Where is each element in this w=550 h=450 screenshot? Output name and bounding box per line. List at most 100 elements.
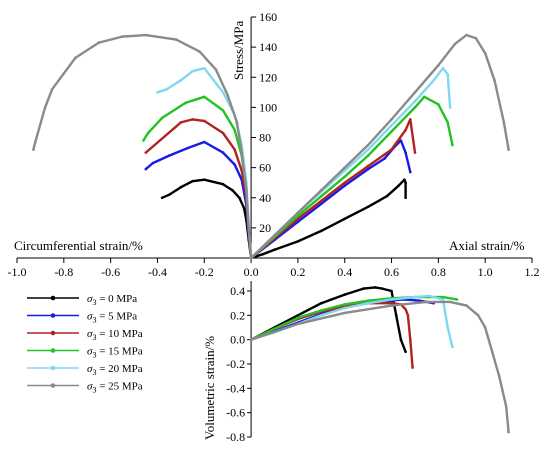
series-30mpa-axial-point xyxy=(397,184,400,187)
series-320mpa-vol-point xyxy=(390,298,393,301)
legend-label: σ3 = 10 MPa xyxy=(87,328,143,342)
volumetric-tick-label: 0.2 xyxy=(230,308,245,322)
x-tick-label: -0.6 xyxy=(101,265,120,279)
legend-item: σ3 = 20 MPa xyxy=(27,363,143,377)
stress-tick-label: 100 xyxy=(259,100,277,114)
series-315mpa-axial-point xyxy=(296,214,300,218)
series-325mpa-axial-point xyxy=(413,91,417,94)
series-30mpa-vol-point xyxy=(404,350,407,354)
volumetric-tick-label: 0.4 xyxy=(230,284,245,298)
series-310mpa-circ-point xyxy=(144,151,148,154)
series-325mpa-circ-point xyxy=(34,139,37,142)
legend-item: σ3 = 15 MPa xyxy=(27,346,143,360)
series-30mpa-circ-point xyxy=(203,178,206,181)
series-315mpa-circ-point xyxy=(203,95,206,99)
series-320mpa-vol-point xyxy=(427,294,431,298)
series-30mpa-axial-point xyxy=(273,248,276,251)
series-315mpa-circ-point xyxy=(142,139,145,142)
series-35mpa-axial-point xyxy=(343,184,347,187)
stress-tick-label: 40 xyxy=(259,191,271,205)
series-35mpa-axial-point xyxy=(366,167,370,171)
series-30mpa-axial-point xyxy=(320,229,323,233)
series-315mpa-vol-point xyxy=(320,309,323,312)
series-325mpa-circ-line xyxy=(32,33,253,259)
series-35mpa-circ-point xyxy=(151,161,155,165)
series-310mpa-circ-point xyxy=(233,148,236,151)
series-30mpa-circ-point xyxy=(179,185,183,189)
series-320mpa-circ-point xyxy=(165,88,169,91)
series-320mpa-vol-point xyxy=(441,298,445,301)
series-320mpa-vol-point xyxy=(451,345,454,349)
series-310mpa-vol-point xyxy=(409,338,412,342)
series-325mpa-axial-point xyxy=(453,42,457,46)
series-325mpa-axial-point xyxy=(483,51,487,55)
series-315mpa-circ-point xyxy=(221,109,225,112)
series-320mpa-axial-point xyxy=(448,106,452,109)
series-315mpa-vol-point xyxy=(343,303,347,306)
series-310mpa-circ-point xyxy=(240,169,243,172)
series-35mpa-axial-point xyxy=(383,157,386,160)
series-30mpa-vol-point xyxy=(399,338,403,342)
series-320mpa-axial-point xyxy=(441,66,445,70)
series-325mpa-circ-point xyxy=(235,121,239,124)
volumetric-tick-label: 0.0 xyxy=(230,333,245,347)
x-tick-label: 1.2 xyxy=(525,265,540,279)
series-layer xyxy=(32,33,510,434)
series-320mpa-vol-point xyxy=(366,301,370,305)
series-310mpa-circ-line xyxy=(145,118,253,259)
legend-label: σ3 = 0 MPa xyxy=(87,293,137,307)
series-30mpa-vol-point xyxy=(296,314,300,317)
x-tick-label: -0.4 xyxy=(148,265,167,279)
series-325mpa-circ-point xyxy=(214,68,218,71)
series-30mpa-circ-point xyxy=(160,196,164,200)
series-325mpa-circ-point xyxy=(174,38,178,41)
series-325mpa-circ-point xyxy=(144,33,148,37)
series-30mpa-vol-point xyxy=(343,293,347,296)
series-310mpa-circ-point xyxy=(191,118,194,121)
legend-marker xyxy=(50,365,56,371)
series-30mpa-circ-point xyxy=(167,193,171,196)
series-325mpa-vol-point xyxy=(249,338,253,342)
series-35mpa-circ-point xyxy=(186,146,190,150)
series-315mpa-axial-point xyxy=(413,106,417,109)
series-310mpa-axial-point xyxy=(320,199,323,203)
series-325mpa-axial-point xyxy=(343,166,347,169)
series-30mpa-axial-point xyxy=(403,178,406,181)
series-30mpa-axial-point xyxy=(261,252,265,256)
series-325mpa-axial-point xyxy=(502,121,506,124)
series-315mpa-axial-point xyxy=(390,130,393,133)
series-30mpa-axial-point xyxy=(385,194,389,198)
legend-item: σ3 = 0 MPa xyxy=(27,293,137,307)
series-325mpa-vol-point xyxy=(465,304,468,307)
series-35mpa-axial-point xyxy=(296,220,300,224)
series-315mpa-circ-point xyxy=(184,101,187,105)
series-325mpa-circ-point xyxy=(198,50,201,53)
series-310mpa-axial-line xyxy=(250,118,417,259)
series-325mpa-axial-point xyxy=(437,63,440,67)
series-35mpa-circ-line xyxy=(145,140,253,259)
series-325mpa-vol-point xyxy=(343,311,347,315)
legend-label: σ3 = 5 MPa xyxy=(87,311,137,325)
series-35mpa-circ-point xyxy=(203,140,206,144)
series-35mpa-axial-point xyxy=(409,170,412,174)
series-320mpa-vol-point xyxy=(343,306,347,310)
series-30mpa-circ-point xyxy=(221,182,225,186)
volumetric-tick-label: -0.8 xyxy=(226,430,245,444)
series-320mpa-circ-point xyxy=(179,79,183,82)
legend-item: σ3 = 5 MPa xyxy=(27,311,137,325)
legend-label: σ3 = 25 MPa xyxy=(87,381,143,395)
series-325mpa-axial-point xyxy=(320,188,323,192)
circumferential-axis-title: Circumferential strain/% xyxy=(14,238,143,253)
series-325mpa-vol-point xyxy=(476,314,480,317)
series-310mpa-axial-point xyxy=(404,128,407,132)
series-30mpa-axial-point xyxy=(404,181,407,184)
axial-axis-title: Axial strain/% xyxy=(449,238,525,253)
stress-tick-label: 80 xyxy=(259,131,271,145)
series-30mpa-vol-line xyxy=(250,286,407,353)
series-320mpa-axial-point xyxy=(446,72,450,76)
volumetric-tick-label: -0.4 xyxy=(226,381,245,395)
series-315mpa-axial-point xyxy=(343,175,347,178)
series-325mpa-axial-point xyxy=(474,36,478,40)
series-325mpa-axial-point xyxy=(390,118,393,121)
x-tick-label: -0.2 xyxy=(195,265,214,279)
